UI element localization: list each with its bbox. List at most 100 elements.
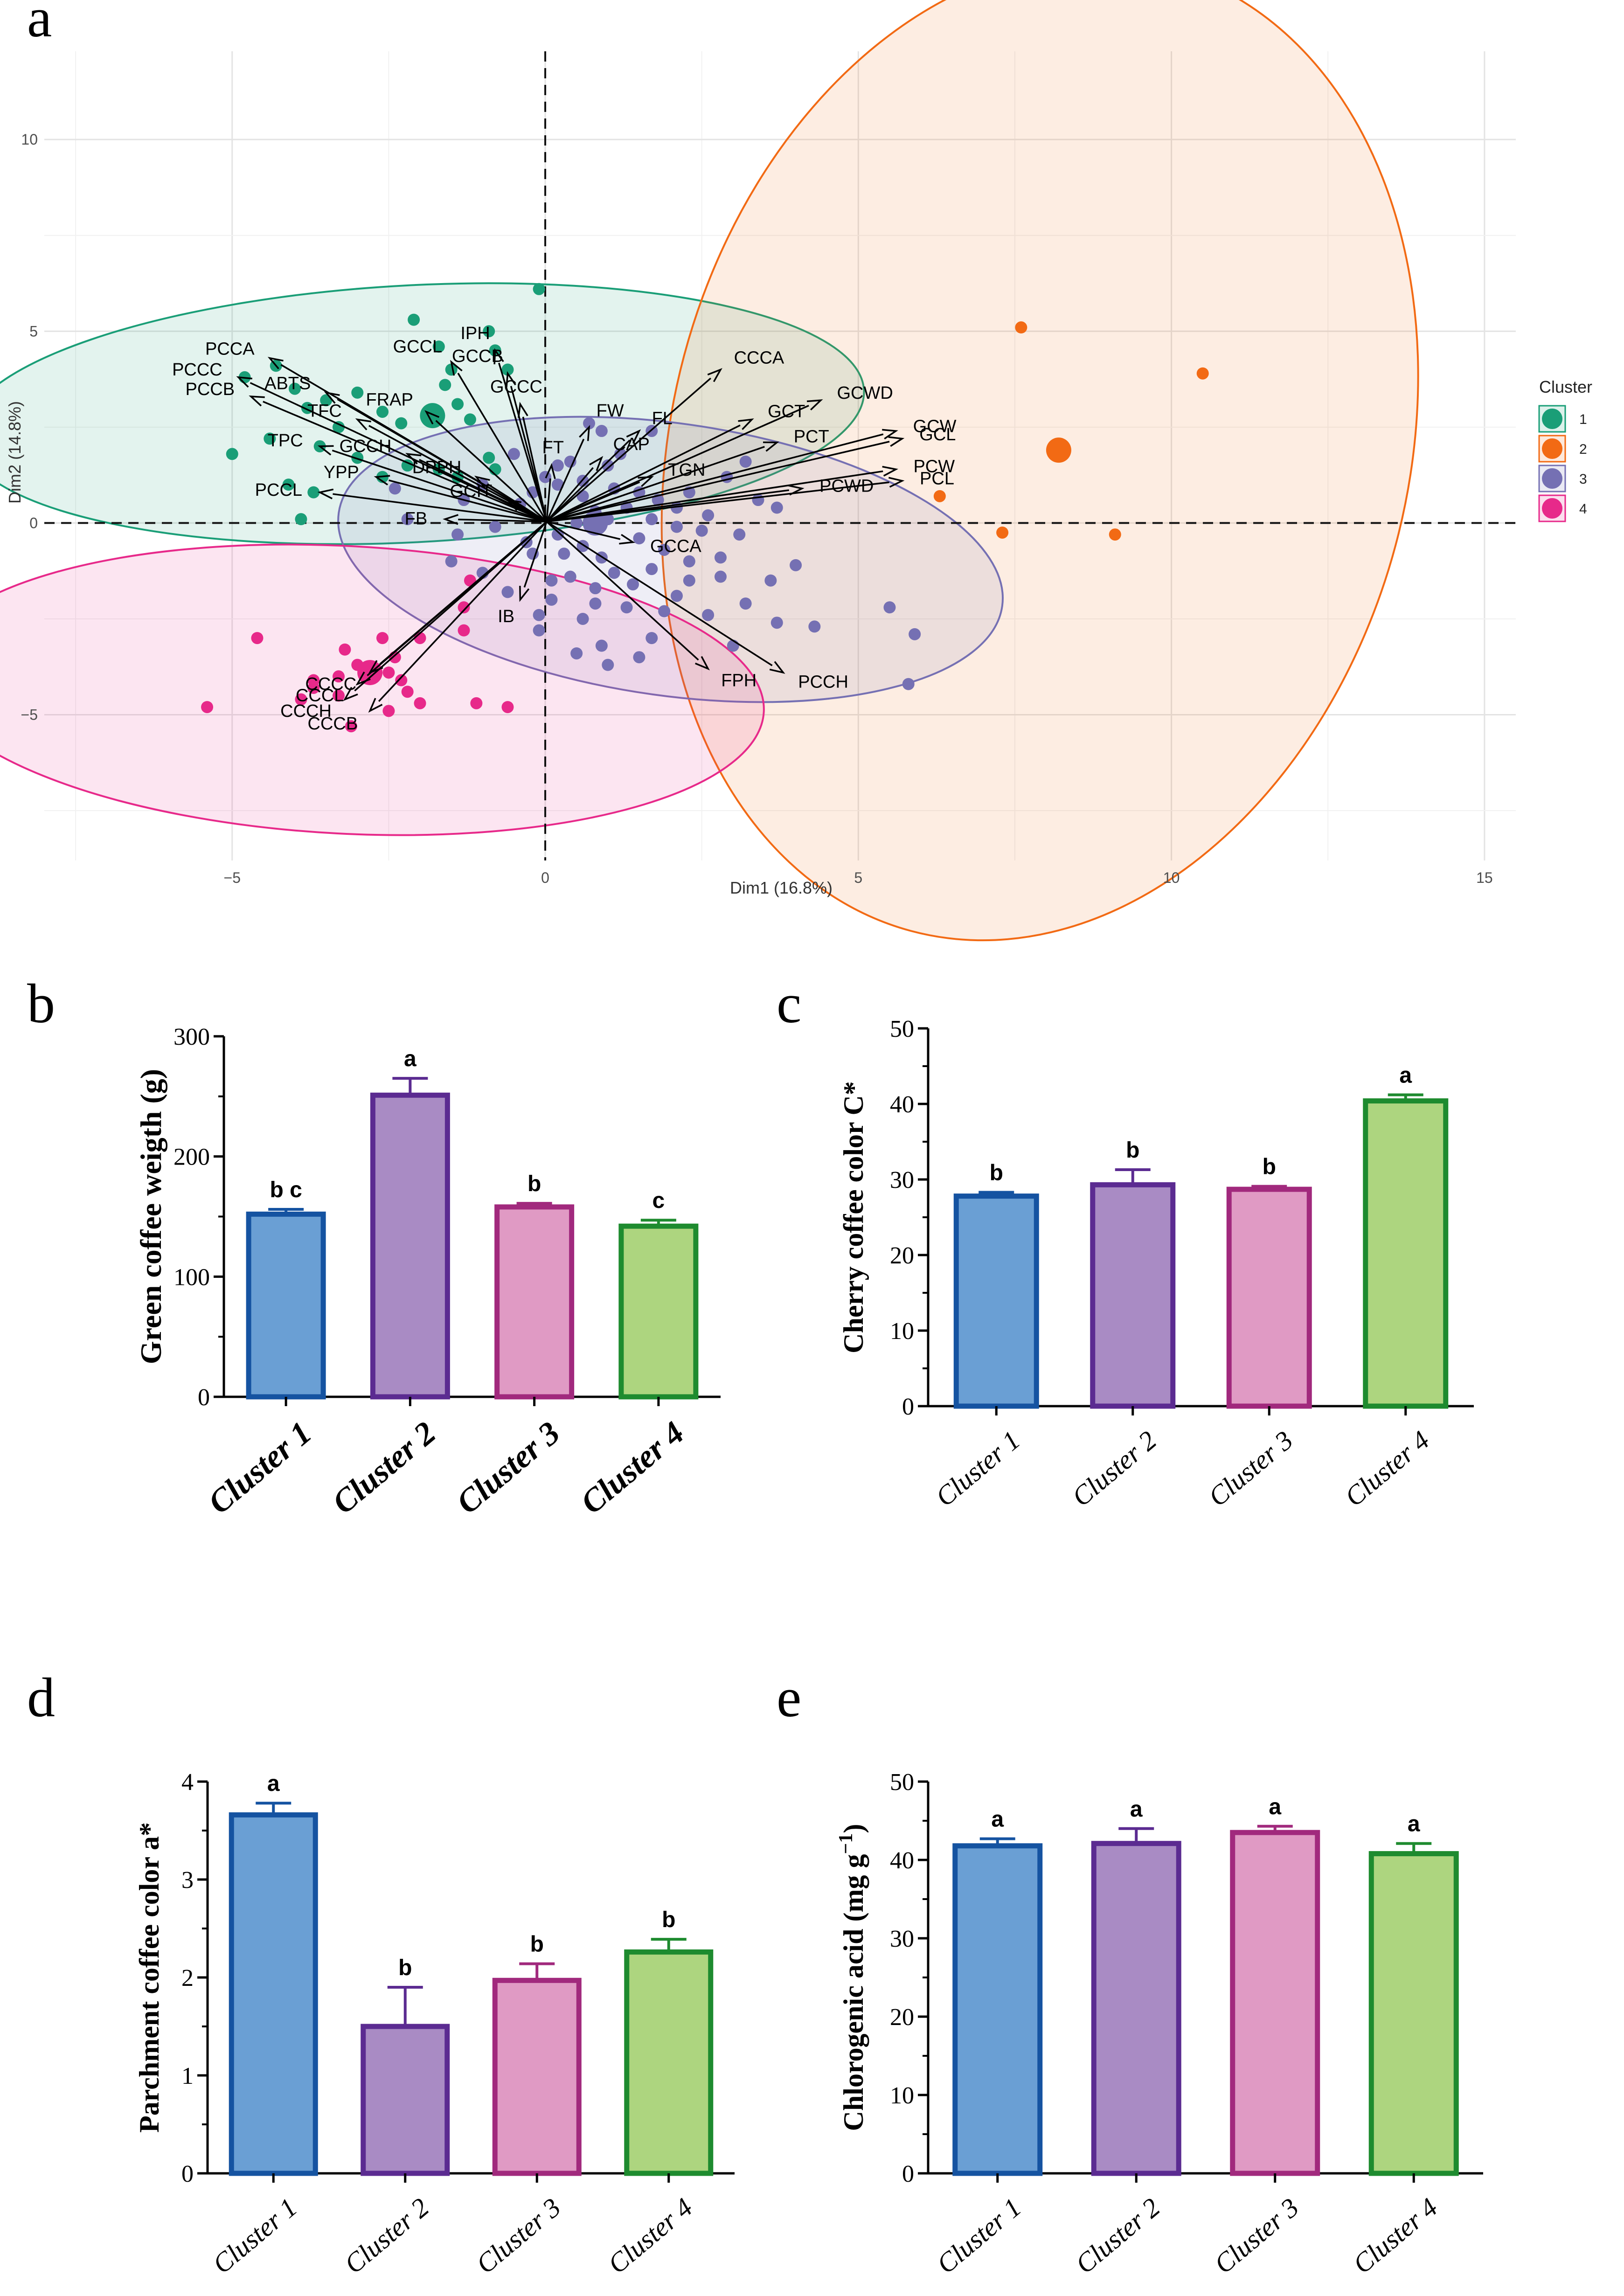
loading-arrow-cap [546, 467, 594, 522]
pca-y-tick-label: 5 [29, 323, 38, 340]
point-cluster-3 [645, 632, 658, 645]
significance-letter: a [1130, 1797, 1143, 1822]
point-cluster-3 [645, 563, 658, 576]
loading-label-ypp: YPP [324, 463, 359, 482]
significance-letter: a [1269, 1795, 1281, 1819]
point-cluster-3 [545, 593, 558, 606]
point-cluster-3 [683, 555, 695, 568]
loading-arrowhead-abts [324, 391, 340, 404]
pca-x-tick-label: 5 [854, 869, 862, 886]
point-cluster-1 [501, 363, 514, 376]
panel-letter-e: e [777, 1666, 801, 1728]
cluster-ellipse-4 [0, 543, 765, 836]
point-cluster-3 [507, 448, 520, 460]
loading-arrowhead-dpph [474, 475, 490, 489]
loading-arrow-gct [546, 424, 741, 522]
point-cluster-1 [432, 340, 445, 353]
loading-arrow-iph [498, 362, 548, 522]
y-tick-label: 30 [890, 1926, 914, 1952]
bar-cluster-1 [246, 1211, 326, 1400]
loading-arrow-gcch [419, 459, 547, 522]
point-cluster-3 [695, 524, 708, 537]
loading-arrowhead-tpc [317, 445, 334, 456]
loading-arrowhead-gccb [506, 371, 516, 388]
point-cluster-3 [551, 479, 564, 491]
loading-arrow-tpc [332, 450, 547, 523]
loading-label-gcch: GCCH [340, 437, 392, 456]
point-cluster-4 [458, 624, 470, 637]
point-cluster-3 [570, 647, 583, 659]
cluster-ellipse-1 [0, 282, 865, 545]
loading-arrow-fb [458, 519, 547, 523]
point-cluster-3 [645, 513, 658, 526]
pca-x-tick-label: −5 [224, 869, 241, 886]
y-axis-label-close: ) [838, 1824, 869, 1833]
point-cluster-3 [533, 624, 545, 637]
significance-letter: b [1263, 1155, 1276, 1179]
x-tick-label: Cluster 2 [339, 2192, 435, 2280]
pca-x-tick-label: 15 [1476, 869, 1493, 886]
point-cluster-1 [289, 382, 301, 395]
point-cluster-1 [483, 325, 495, 338]
loading-arrowhead-pct [763, 441, 779, 452]
bar-cluster-3 [1230, 1830, 1320, 2176]
loading-arrowhead-gcwd [806, 399, 823, 411]
bar-cluster-2 [1090, 1182, 1176, 1409]
loading-arrow-ypp [389, 479, 547, 523]
loading-arrow-gccb [510, 386, 548, 522]
point-cluster-3 [702, 509, 715, 521]
loading-arrowhead-pcl [888, 477, 905, 488]
loading-label-pcl: PCL [920, 469, 954, 489]
point-cluster-4 [458, 601, 470, 614]
pca-legend: Cluster 1 2 3 4 [1538, 377, 1592, 522]
loading-label-gcit: GCIT [450, 482, 492, 501]
bar-cluster-2 [1091, 1841, 1181, 2176]
point-cluster-3 [551, 528, 564, 541]
significance-letter: a [267, 1771, 280, 1796]
point-cluster-3 [658, 543, 671, 556]
y-tick-label: 50 [890, 1016, 914, 1042]
x-tick-label: Cluster 3 [450, 1415, 567, 1521]
pca-tick-labels: −5 0 5 10 15 −5 0 5 10 [21, 131, 1493, 886]
bar-cluster-3 [494, 1204, 575, 1400]
loading-label-gccc: GCCC [490, 377, 542, 396]
point-cluster-3 [670, 590, 683, 602]
pca-y-tick-label: −5 [21, 707, 38, 723]
point-cluster-3 [702, 609, 715, 621]
loading-arrowhead-pcch [769, 661, 785, 674]
bar-cluster-1 [952, 1843, 1043, 2176]
y-tick-label: 50 [890, 1769, 914, 1796]
point-cluster-4 [501, 701, 514, 714]
bar-cluster-4 [1363, 1098, 1449, 1409]
pca-y-tick-label: 10 [21, 131, 38, 148]
y-tick-label: 300 [174, 1024, 210, 1050]
point-cluster-2 [933, 490, 946, 502]
point-cluster-4 [333, 689, 345, 702]
bar-chart-green-coffee-weight: 0 100 200 300 b c Cluster 1 a Cluster 2 b Cluster… [134, 1024, 721, 1521]
loading-label-gccl: GCCL [393, 337, 443, 356]
point-cluster-3 [401, 513, 414, 526]
point-cluster-2 [1109, 528, 1121, 541]
loading-arrowhead-ccch [343, 687, 358, 701]
loading-arrowhead-tfc [355, 418, 371, 430]
point-cluster-4 [333, 670, 345, 683]
point-cluster-3 [608, 567, 620, 579]
bar-cluster-4 [618, 1223, 699, 1400]
loading-arrow-pccb [263, 401, 547, 523]
point-cluster-3 [752, 494, 764, 506]
loading-label-ib: IB [498, 607, 514, 626]
legend-marker-3 [1542, 468, 1562, 489]
pca-gridlines [44, 51, 1516, 860]
significance-letter: a [1408, 1812, 1420, 1837]
x-tick-label: Cluster 4 [1339, 1425, 1435, 1512]
point-cluster-3 [770, 501, 783, 514]
loading-arrowhead-ypp [374, 475, 390, 486]
loading-arrowhead-pccl [317, 488, 334, 499]
loading-arrowhead-pcw [882, 465, 899, 477]
loading-arrow-ccca [546, 377, 712, 522]
loading-arrowhead-gcit [505, 499, 522, 511]
point-cluster-3 [595, 639, 608, 652]
point-cluster-4 [382, 705, 395, 717]
loading-arrow-gcwd [546, 405, 809, 522]
